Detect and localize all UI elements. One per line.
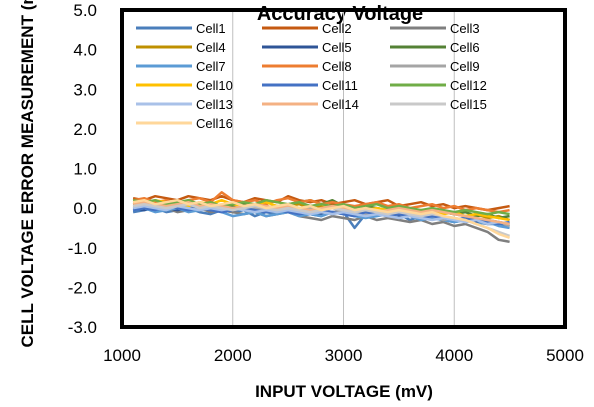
legend-item-cell11: Cell11 xyxy=(262,78,358,93)
legend-label: Cell13 xyxy=(196,97,233,112)
y-tick-label: -1.0 xyxy=(68,239,97,258)
x-axis-title: INPUT VOLTAGE (mV) xyxy=(255,382,433,401)
y-tick-label: 2.0 xyxy=(73,120,97,139)
legend-label: Cell11 xyxy=(322,78,358,93)
legend-item-cell8: Cell8 xyxy=(262,59,352,74)
legend-item-cell13: Cell13 xyxy=(136,97,233,112)
legend-item-cell5: Cell5 xyxy=(262,40,352,55)
legend-label: Cell4 xyxy=(196,40,226,55)
legend-label: Cell2 xyxy=(322,21,352,36)
legend-item-cell3: Cell3 xyxy=(390,21,480,36)
series-line-cell2 xyxy=(132,194,510,212)
legend-label: Cell8 xyxy=(322,59,352,74)
series-line-cell14 xyxy=(132,200,510,226)
legend-item-cell6: Cell6 xyxy=(390,40,480,55)
legend-item-cell12: Cell12 xyxy=(390,78,487,93)
y-tick-label: 3.0 xyxy=(73,80,97,99)
legend-item-cell1: Cell1 xyxy=(136,21,226,36)
y-tick-label: 0.0 xyxy=(73,199,97,218)
legend-label: Cell14 xyxy=(322,97,359,112)
legend-label: Cell5 xyxy=(322,40,352,55)
y-axis-ticks: 5.0 4.0 3.0 2.0 1.0 0.0 -1.0 -2.0 -3.0 xyxy=(68,1,97,337)
legend-label: Cell6 xyxy=(450,40,480,55)
legend-item-cell4: Cell4 xyxy=(136,40,226,55)
plot-area-frame xyxy=(120,8,567,329)
y-tick-label: -2.0 xyxy=(68,278,97,297)
series-lines xyxy=(132,191,511,244)
y-tick-label: 1.0 xyxy=(73,160,97,179)
x-tick-label: 5000 xyxy=(546,346,584,365)
legend-label: Cell12 xyxy=(450,78,487,93)
legend-item-cell2: Cell2 xyxy=(262,21,352,36)
legend-label: Cell1 xyxy=(196,21,226,36)
gridlines xyxy=(232,10,455,327)
legend-item-cell7: Cell7 xyxy=(136,59,226,74)
legend-item-cell16: Cell16 xyxy=(136,116,233,131)
legend-item-cell15: Cell15 xyxy=(390,97,487,112)
legend-item-cell14: Cell14 xyxy=(262,97,359,112)
legend-label: Cell3 xyxy=(450,21,480,36)
series-line-cell13 xyxy=(132,204,510,226)
x-tick-label: 1000 xyxy=(103,346,141,365)
x-tick-label: 3000 xyxy=(325,346,363,365)
x-axis-ticks: 1000 2000 3000 4000 5000 xyxy=(103,346,584,365)
legend-label: Cell15 xyxy=(450,97,487,112)
legend-item-cell9: Cell9 xyxy=(390,59,480,74)
y-tick-label: 4.0 xyxy=(73,41,97,60)
legend-label: Cell9 xyxy=(450,59,480,74)
y-axis-title: CELL VOLTAGE ERROR MEASUREMENT (mV) xyxy=(18,0,37,347)
y-tick-label: 5.0 xyxy=(73,1,97,20)
legend-label: Cell7 xyxy=(196,59,226,74)
legend-label: Cell10 xyxy=(196,78,233,93)
y-tick-label: -3.0 xyxy=(68,318,97,337)
series-line-cell7 xyxy=(132,206,510,230)
x-tick-label: 4000 xyxy=(435,346,473,365)
x-tick-label: 2000 xyxy=(214,346,252,365)
legend-item-cell10: Cell10 xyxy=(136,78,233,93)
legend: Cell1 Cell2 Cell3 Cell4 Cell5 Cell6 Cell7 Cell8… xyxy=(136,21,487,131)
series-line-cell16 xyxy=(132,198,511,239)
legend-label: Cell16 xyxy=(196,116,233,131)
